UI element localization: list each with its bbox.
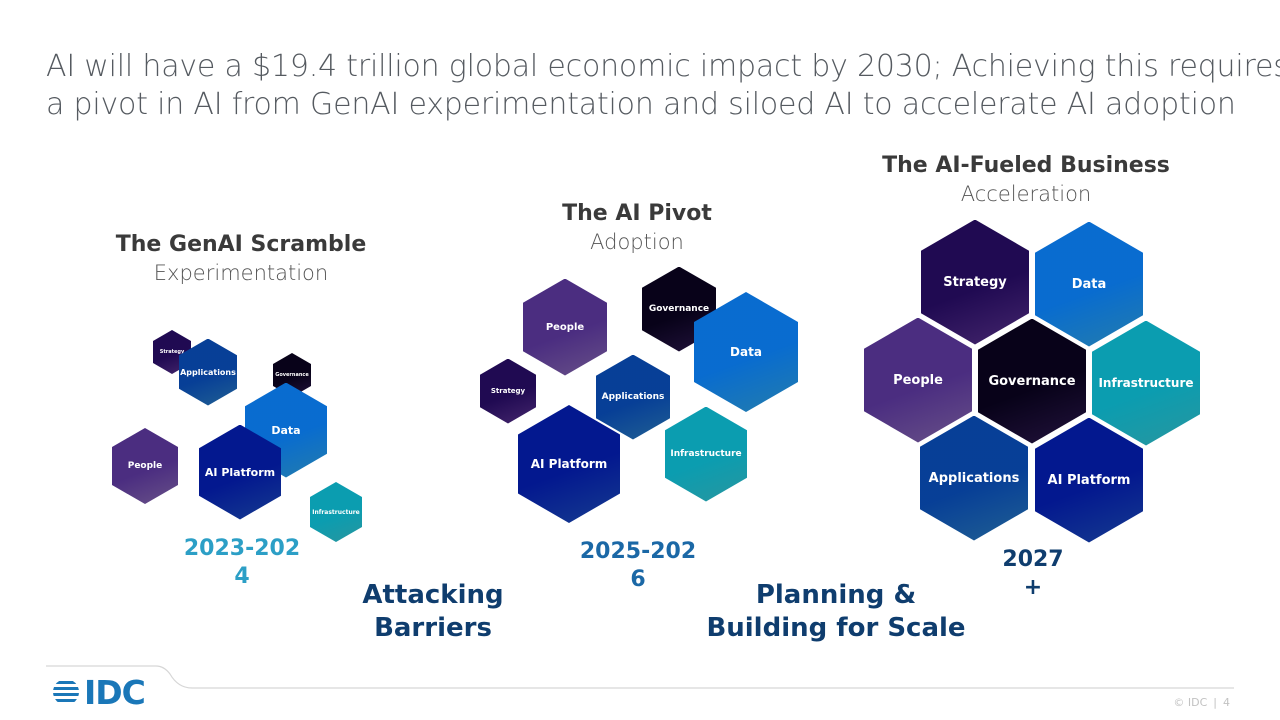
stage-name: The AI Pivot (562, 201, 712, 226)
hexagon-label: People (127, 461, 163, 471)
page-number: 4 (1223, 696, 1230, 709)
hexagon-governance: Governance (978, 318, 1086, 444)
hexagon-label: Infrastructure (670, 449, 742, 459)
phase-attacking-barriers: Attacking Barriers (362, 580, 504, 643)
hexagon-label: Governance (648, 304, 710, 314)
hexagon-label: Data (271, 423, 301, 437)
hexagon-label: Applications (601, 392, 665, 402)
page-meta: © IDC | 4 (1173, 696, 1230, 709)
hexagon-infrastructure: Infrastructure (665, 406, 747, 502)
hexagon-label: Strategy (943, 274, 1007, 290)
hexagon-ai-platform: AI Platform (1035, 417, 1143, 543)
title-line-1: AI will have a $19.4 trillion global eco… (46, 49, 1280, 84)
hexagon-infrastructure: Infrastructure (1092, 320, 1200, 446)
hexagon-label: Data (1071, 276, 1107, 292)
hexagon-people: People (864, 317, 972, 443)
idc-logo-text: IDC (84, 672, 146, 712)
title-line-2: a pivot in AI from GenAI experimentation… (46, 87, 1236, 122)
slide-title: AI will have a $19.4 trillion global eco… (46, 48, 1280, 124)
hexagon-label: Infrastructure (1098, 376, 1194, 390)
stage-subtitle: Experimentation (153, 261, 329, 285)
hexagon-people: People (112, 428, 178, 504)
stage-name: The GenAI Scramble (115, 232, 367, 257)
hexagon-label: AI Platform (530, 457, 608, 471)
hexagon-people: People (523, 278, 607, 376)
hexagon-label: Strategy (159, 349, 185, 355)
stage-heading-ai-pivot: The AI Pivot Adoption (562, 200, 712, 256)
hexagon-ai-platform: AI Platform (199, 424, 281, 520)
hexagon-label: Governance (988, 373, 1076, 389)
stage-year-2023: 2023-202 4 (183, 536, 301, 589)
stage-year-2025: 2025-202 6 (579, 539, 697, 592)
copyright: © IDC (1173, 696, 1208, 709)
hexagon-label: AI Platform (1047, 472, 1131, 488)
phase-planning-building: Planning & Building for Scale (706, 580, 966, 643)
stage-subtitle: Adoption (590, 230, 684, 254)
stage-name: The AI-Fueled Business (882, 153, 1170, 178)
hexagon-label: Applications (928, 470, 1020, 486)
hexagon-label: Data (730, 345, 762, 359)
hexagon-label: Applications (180, 367, 236, 377)
hexagon-applications: Applications (596, 354, 670, 440)
hexagon-label: Governance (275, 372, 309, 378)
idc-logo: IDC (52, 672, 146, 712)
hexagon-data: Data (1035, 221, 1143, 347)
stage-subtitle: Acceleration (960, 182, 1092, 206)
footer-divider (46, 665, 1234, 689)
hexagon-strategy: Strategy (921, 219, 1029, 345)
hexagon-governance: Governance (273, 353, 311, 397)
stage-heading-ai-fueled-business: The AI-Fueled Business Acceleration (882, 152, 1170, 208)
hexagon-label: Strategy (490, 387, 526, 395)
hexagon-label: AI Platform (204, 465, 276, 479)
idc-logo-icon (53, 681, 79, 702)
hexagon-label: People (545, 321, 585, 333)
hexagon-strategy: Strategy (480, 358, 536, 424)
hexagon-infrastructure: Infrastructure (310, 482, 362, 542)
stage-year-2027: 2027 + (1002, 547, 1064, 600)
stage-heading-genai-scramble: The GenAI Scramble Experimentation (116, 231, 366, 287)
hexagon-applications: Applications (920, 415, 1028, 541)
hexagon-label: Infrastructure (312, 508, 360, 516)
hexagon-label: People (893, 372, 943, 388)
